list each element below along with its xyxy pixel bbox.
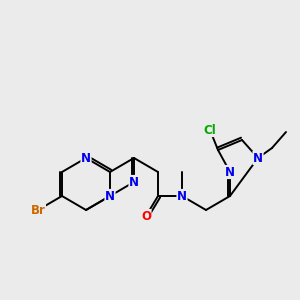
Text: O: O (141, 209, 151, 223)
Text: N: N (177, 190, 187, 202)
Text: N: N (253, 152, 263, 164)
Text: Cl: Cl (204, 124, 216, 136)
Text: N: N (81, 152, 91, 164)
Text: Br: Br (31, 203, 45, 217)
Text: N: N (105, 190, 115, 202)
Text: N: N (225, 166, 235, 178)
Text: N: N (129, 176, 139, 188)
